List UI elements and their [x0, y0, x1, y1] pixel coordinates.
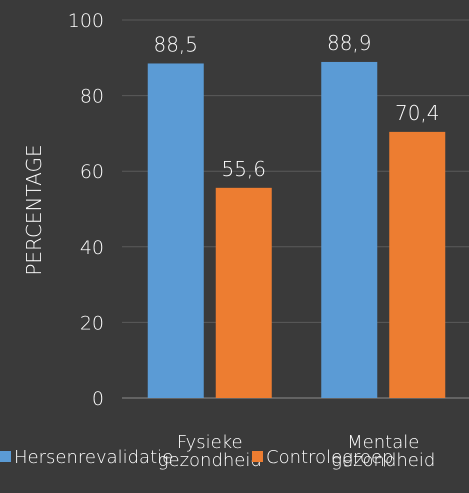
- category-label: Mentale: [347, 432, 419, 453]
- bar-1-2: [321, 61, 378, 398]
- category-label: gezondheid: [331, 450, 435, 471]
- legend: Hersenrevalidatie Controlegroep: [0, 447, 393, 468]
- legend-swatch: [0, 451, 11, 462]
- legend-swatch: [252, 451, 263, 462]
- y-tick-label: 20: [80, 312, 104, 334]
- data-label: 70,4: [395, 101, 440, 125]
- data-label: 88,9: [327, 31, 372, 55]
- data-label: 55,6: [221, 157, 266, 181]
- data-label: 88,5: [153, 32, 198, 56]
- y-tick-label: 0: [92, 388, 104, 410]
- legend-label: Hersenrevalidatie: [14, 447, 173, 468]
- y-tick-label: 40: [80, 237, 104, 259]
- y-tick-label: 60: [80, 161, 104, 183]
- bar-2-2: [389, 131, 446, 398]
- data-labels: 88,5 55,6 88,9 70,4: [153, 31, 439, 181]
- bars: [147, 61, 446, 398]
- category-label: Fysieke: [177, 432, 243, 453]
- bar-1-1: [147, 63, 204, 398]
- category-label: gezondheid: [158, 450, 262, 471]
- y-tick-label: 80: [80, 86, 104, 108]
- y-tick-label: 100: [68, 10, 104, 32]
- bar-2-1: [215, 187, 272, 398]
- y-axis-title: PERCENTAGE: [22, 144, 46, 275]
- y-axis-ticks: 0 20 40 60 80 100: [68, 10, 104, 410]
- legend-label: Controlegroep: [266, 447, 393, 468]
